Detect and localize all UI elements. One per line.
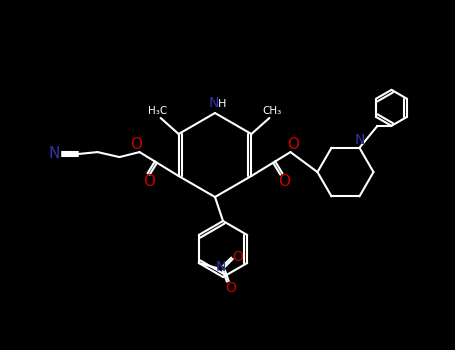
Text: H: H [218, 99, 226, 109]
Text: N: N [216, 260, 226, 274]
Text: O: O [131, 136, 142, 152]
Text: O: O [288, 136, 299, 152]
Text: CH₃: CH₃ [263, 106, 282, 116]
Text: O: O [233, 250, 243, 264]
Text: O: O [143, 174, 156, 189]
Text: N: N [209, 96, 219, 110]
Text: O: O [225, 281, 236, 295]
Text: H₃C: H₃C [148, 106, 167, 116]
Text: O: O [278, 174, 290, 189]
Text: N: N [49, 146, 60, 161]
Text: N: N [354, 133, 364, 147]
